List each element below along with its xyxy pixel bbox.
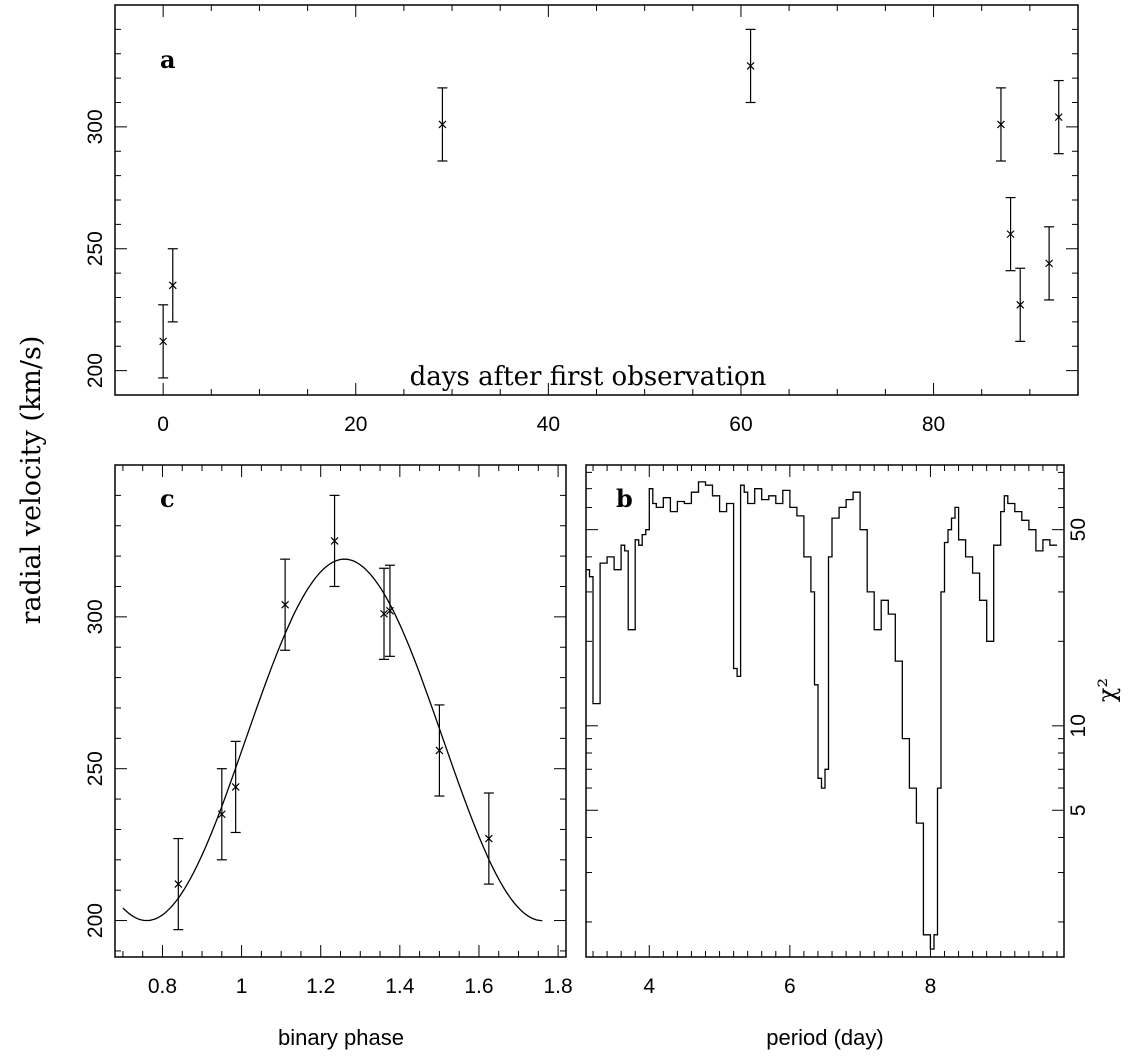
panel-a-data-point [1053, 79, 1064, 155]
panel-c-marker-b [386, 606, 394, 615]
panel-c-marker-b [330, 537, 339, 545]
panel-b-x-tick-label: 6 [784, 975, 796, 998]
panel-b-letter: b [616, 484, 633, 513]
panel-b-y-tick-label: 5 [1067, 804, 1090, 816]
panel-a-marker-b [168, 281, 177, 290]
panel-b-frame [585, 464, 1065, 958]
panel-a-data-point [745, 28, 756, 104]
panel-a-data-point [995, 87, 1006, 162]
panel-a-x-tick-label: 40 [537, 413, 560, 436]
panel-b-y-tick-label: 10 [1067, 714, 1090, 737]
panel-c-x-tick-label: 0.8 [148, 975, 177, 998]
panel-a-data-point [1044, 226, 1055, 301]
panel-c-fit-curve [122, 558, 543, 922]
panel-c-x-tick-label: 1 [236, 975, 248, 998]
panel-c-data-point [329, 494, 340, 588]
panel-b-y-tick-label: 50 [1067, 518, 1090, 541]
panel-a-x-tick-label: 80 [922, 413, 945, 436]
panel-b-x-tick-label: 4 [643, 975, 655, 998]
panel-c-data-point [280, 558, 291, 651]
panel-a-marker-b [997, 120, 1005, 129]
panel-c-marker-b [174, 880, 183, 889]
panel-a-y-tick-label: 250 [84, 231, 107, 266]
panel-a-chart: a days after first observation 0 20 40 60 80… [84, 4, 1079, 436]
panel-c-data-point [379, 567, 390, 660]
panel-a-data-point [1005, 196, 1016, 272]
panel-c-marker-b [231, 783, 240, 791]
panel-a-y-tick-label: 300 [84, 109, 107, 144]
panel-c-x-tick-label: 1.8 [543, 975, 572, 998]
panel-c-x-tick-label: 1.6 [464, 975, 493, 998]
panel-a-x-tick-label: 60 [729, 413, 752, 436]
panel-a-data-point [167, 248, 178, 323]
panel-c-marker-b [380, 609, 388, 618]
panel-c-data-point [384, 564, 395, 657]
panel-c-y-tick-label: 300 [84, 599, 107, 634]
panel-a-data-point [437, 87, 448, 162]
panel-a-data-point [158, 304, 169, 379]
panel-a-marker-b [1054, 113, 1063, 122]
panel-a-letter: a [160, 45, 176, 74]
panel-c-data-point [216, 768, 227, 861]
panel-a-marker-b [746, 62, 755, 70]
panel-c-chart: c binary phase 0.8 1 1.2 1.4 1.6 1.8 200 250 300 [84, 464, 573, 1050]
panel-c-data-point [173, 837, 184, 931]
panel-c-x-tick-label: 1.4 [385, 975, 415, 998]
panel-a-x-tick-label: 20 [344, 413, 367, 436]
panel-c-frame [114, 464, 567, 958]
panel-b-y-axis-label: χ² [1093, 678, 1121, 702]
panel-a-data-point [1015, 267, 1026, 342]
panel-c-data-point [483, 792, 494, 885]
panel-c-marker-b [217, 810, 226, 819]
panel-a-marker-b [1045, 259, 1054, 268]
panel-a-frame [114, 4, 1079, 396]
panel-c-marker-b [281, 600, 290, 609]
panel-a-ticks: 0 20 40 60 80 200 250 300 [84, 5, 1078, 436]
panel-b-chart: b period (day) χ² 4 6 8 5 10 50 [585, 464, 1121, 1050]
panel-a-points [158, 28, 1064, 379]
panel-c-x-axis-label: binary phase [278, 1025, 404, 1050]
shared-y-axis-label: radial velocity (km/s) [16, 336, 47, 625]
panel-c-data-point [434, 704, 445, 797]
panel-c-y-tick-label: 250 [84, 751, 107, 786]
panel-c-x-tick-label: 1.2 [306, 975, 335, 998]
panel-c-points [173, 494, 494, 931]
panel-a-marker-b [1016, 300, 1025, 309]
panel-c-y-tick-label: 200 [84, 903, 107, 938]
panel-a-x-axis-label: days after first observation [410, 362, 767, 392]
panel-a-marker-b [438, 120, 447, 129]
panel-b-chi2-line [586, 481, 1057, 950]
panel-c-marker-b [435, 746, 444, 755]
panel-a-marker-b [1006, 230, 1015, 239]
panel-a-marker-b [159, 337, 168, 346]
panel-c-ticks: 0.8 1 1.2 1.4 1.6 1.8 200 250 300 [84, 465, 573, 998]
panel-b-ticks: 4 6 8 5 10 50 [586, 465, 1090, 998]
panel-c-letter: c [160, 484, 175, 513]
panel-c-data-point [230, 740, 241, 834]
panel-b-x-tick-label: 8 [925, 975, 937, 998]
panel-c-marker-b [484, 834, 493, 843]
panel-b-x-axis-label: period (day) [766, 1025, 883, 1050]
panel-a-y-tick-label: 200 [84, 353, 107, 388]
panel-a-x-tick-label: 0 [157, 413, 169, 436]
